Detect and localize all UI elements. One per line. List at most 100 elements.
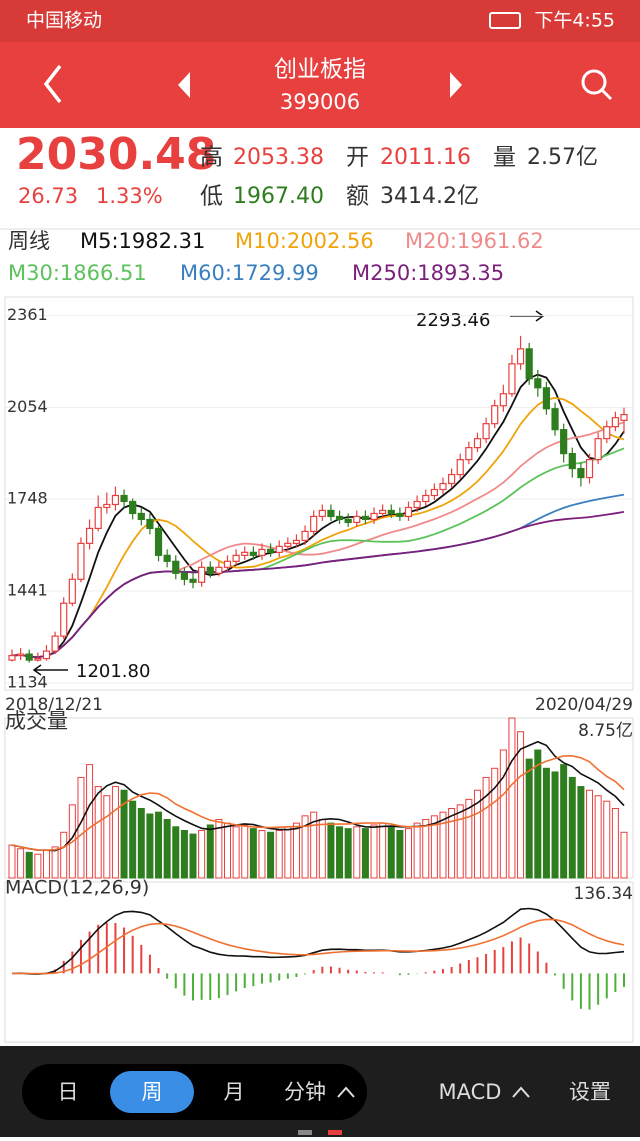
candle-body	[249, 551, 257, 556]
volume-bar	[465, 798, 473, 879]
settings[interactable]: 设置	[569, 1080, 611, 1104]
volume-bar	[155, 811, 163, 879]
prev-button[interactable]	[178, 72, 190, 98]
volume-bar	[172, 826, 180, 879]
tab[interactable]: 日	[58, 1080, 79, 1104]
candle-body	[137, 512, 145, 521]
volume-bar	[163, 818, 171, 879]
candle-body	[404, 506, 413, 518]
candle-body	[516, 348, 525, 365]
search-button[interactable]	[581, 69, 607, 95]
start-date: 2018/12/21	[5, 695, 103, 715]
candle-body	[611, 417, 619, 428]
candle-body	[120, 494, 128, 503]
header	[0, 42, 640, 128]
tab[interactable]: 月	[224, 1080, 245, 1104]
volume-bar	[241, 824, 249, 879]
candle-body	[34, 657, 42, 661]
pct: 1.33%	[96, 184, 163, 208]
candle-body	[508, 363, 516, 395]
ma-line	[11, 447, 625, 659]
candle-body	[198, 566, 206, 583]
candle-body	[68, 578, 76, 604]
candle-body	[25, 653, 33, 661]
volume-max-label: 8.75亿	[578, 721, 633, 741]
candle-body	[499, 393, 507, 407]
candle-body	[465, 447, 473, 461]
back-button[interactable]	[43, 64, 62, 104]
ma-label: M30:1866.51	[8, 261, 147, 285]
volume-bar	[120, 789, 128, 879]
volume-bar	[594, 795, 602, 879]
status-bar	[0, 0, 640, 42]
volume-bar	[198, 829, 206, 879]
volume-bar	[560, 764, 568, 879]
volume-bar	[361, 828, 369, 879]
candle-body	[568, 453, 576, 470]
candle-body	[448, 473, 456, 485]
volume-bar	[292, 822, 300, 879]
candle-body	[396, 512, 404, 518]
volume-bar	[34, 853, 42, 879]
tab[interactable]: 分钟	[284, 1080, 326, 1104]
carrier: 中国移动	[26, 10, 102, 32]
candle-body	[456, 458, 464, 476]
next-button[interactable]	[450, 72, 462, 98]
volume-bar	[206, 824, 214, 879]
candle-body	[163, 554, 171, 562]
candle-body	[387, 509, 395, 515]
tab-pill	[22, 1064, 367, 1120]
candle-body	[206, 566, 214, 574]
ma-label: M10:2002.56	[235, 229, 374, 253]
volume-ma	[11, 740, 625, 852]
candle-body	[180, 572, 188, 580]
candle-body	[370, 512, 378, 521]
label: 额	[346, 184, 369, 210]
candle-body	[379, 509, 387, 515]
candle-body	[60, 602, 68, 637]
volume-bar	[51, 846, 59, 879]
candle-body	[594, 438, 602, 461]
candle-body	[17, 653, 25, 657]
volume-bar	[499, 749, 507, 879]
candle-body	[620, 413, 628, 421]
candle-body	[551, 408, 559, 431]
candle-body	[129, 500, 137, 515]
y-tick-label: 1134	[7, 672, 48, 691]
candle-body	[422, 494, 430, 503]
page-dot	[298, 1130, 312, 1135]
tab[interactable]: 周	[142, 1080, 163, 1104]
volume-bar	[310, 811, 318, 879]
candle-body	[94, 506, 102, 530]
candle-body	[318, 509, 326, 518]
volume-bar	[189, 833, 197, 879]
volume-bar	[25, 851, 33, 879]
label: 开	[346, 145, 369, 171]
volume-bar	[396, 829, 404, 879]
volume-bar	[215, 818, 223, 879]
title: 创业板指	[274, 57, 366, 83]
volume-bar	[611, 808, 619, 879]
candle-body	[310, 515, 318, 533]
candle-body	[85, 527, 94, 544]
volume-bar	[344, 828, 352, 879]
ma-label: M5:1982.31	[80, 229, 205, 253]
candle-body	[491, 405, 499, 425]
candle-body	[241, 551, 249, 556]
volume-bar	[258, 829, 266, 879]
candle-body	[103, 503, 111, 509]
code: 399006	[280, 90, 360, 114]
indicator[interactable]: MACD	[439, 1080, 502, 1104]
candle-body	[77, 542, 85, 580]
candle-body	[258, 548, 266, 556]
volume-bar	[387, 826, 395, 879]
high-note: 2293.46	[416, 310, 490, 331]
volume-bar	[586, 789, 594, 879]
volume-bar	[448, 808, 456, 879]
macd-dif	[11, 907, 625, 975]
volume-bar	[180, 829, 188, 879]
volume-bar	[456, 804, 464, 879]
price-panel	[4, 296, 634, 691]
y-tick-label: 2361	[7, 305, 48, 324]
